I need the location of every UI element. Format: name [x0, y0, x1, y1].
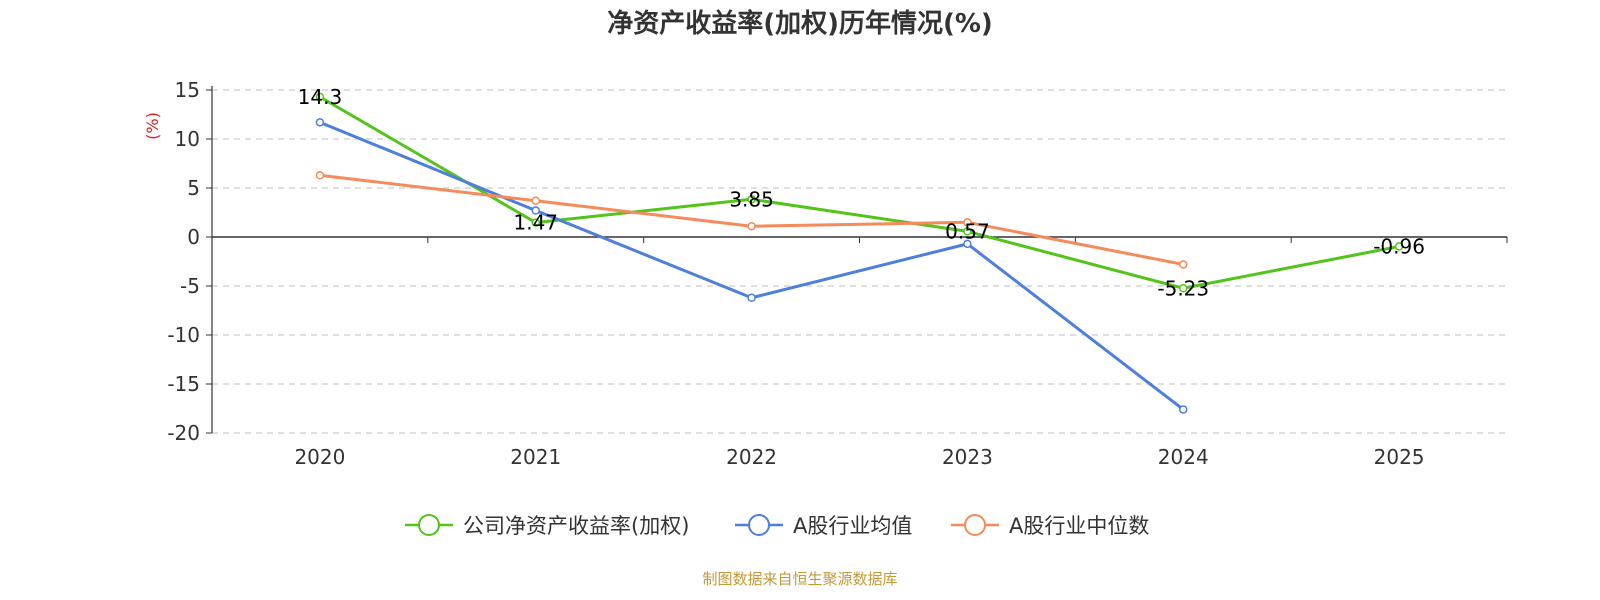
data-point	[531, 206, 540, 215]
legend-label: A股行业均值	[793, 514, 912, 538]
y-tick-label: 10	[175, 127, 200, 151]
legend-label: A股行业中位数	[1009, 514, 1149, 538]
data-label: 1.47	[513, 211, 558, 235]
data-label: 0.57	[945, 219, 990, 243]
data-point	[1179, 284, 1188, 293]
data-point	[531, 218, 540, 227]
x-tick-labels: 2020 2021 2022 2023 2024 2025	[294, 445, 1424, 469]
y-tick-label: -5	[180, 274, 200, 298]
y-axis-label: (%)	[143, 112, 162, 140]
series-line	[319, 120, 1185, 411]
data-point	[963, 227, 972, 236]
data-point	[747, 195, 756, 204]
x-tick-label: 2025	[1374, 445, 1425, 469]
y-tick-label: -15	[167, 372, 200, 396]
data-label: 14.3	[298, 85, 343, 109]
chart-title: 净资产收益率(加权)历年情况(%)	[607, 8, 993, 39]
y-tick-labels: 15 10 5 0 -5 -10 -15 -20	[167, 78, 200, 445]
data-point	[1179, 405, 1188, 414]
legend-marker	[964, 514, 986, 536]
data-point	[963, 239, 972, 249]
data-label: -0.96	[1373, 234, 1425, 258]
data-point	[1394, 242, 1404, 251]
series-line	[319, 95, 1400, 290]
data-point	[747, 293, 756, 303]
data-label: 3.85	[729, 187, 774, 211]
y-tick-label: -10	[167, 323, 200, 347]
data-point	[315, 92, 325, 102]
x-tick-label: 2024	[1158, 445, 1209, 469]
x-tick-label: 2023	[942, 445, 993, 469]
series-lines	[315, 92, 1404, 414]
data-point	[747, 221, 756, 231]
y-tick-label: 15	[175, 78, 200, 102]
data-point	[315, 171, 325, 180]
y-tick-label: 5	[187, 176, 200, 200]
data-labels: 14.3 1.47 3.85 0.57 -5.23 -0.96	[298, 85, 1425, 300]
source-note: 制图数据来自恒生聚源数据库	[702, 570, 897, 588]
gridlines	[212, 89, 1507, 434]
legend-marker	[418, 514, 440, 536]
data-point	[315, 118, 325, 127]
data-point	[531, 196, 540, 205]
y-tick-label: 0	[187, 225, 200, 249]
y-tick-label: -20	[167, 421, 200, 445]
data-label: -5.23	[1157, 276, 1209, 300]
x-tick-label: 2021	[510, 445, 561, 469]
legend-label: 公司净资产收益率(加权)	[463, 514, 689, 538]
legend-marker	[748, 514, 770, 536]
data-point	[963, 218, 972, 227]
x-tick-label: 2022	[726, 445, 777, 469]
legend: 公司净资产收益率(加权) A股行业均值 A股行业中位数	[405, 514, 1149, 538]
data-point	[1179, 260, 1188, 269]
x-tick-label: 2020	[294, 445, 345, 469]
axes	[206, 86, 1508, 434]
